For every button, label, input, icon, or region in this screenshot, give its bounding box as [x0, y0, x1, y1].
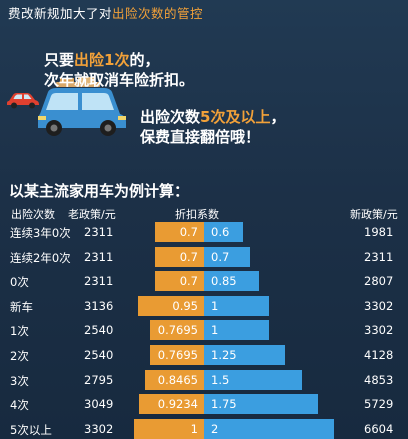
new-factor-label: 0.7: [211, 249, 230, 264]
msg2-highlight: 5次及以上: [200, 108, 271, 126]
old-factor-label: 1: [190, 421, 198, 436]
example-subheading: 以某主流家用车为例计算：: [9, 182, 190, 200]
row-old-premium: 2311: [84, 249, 114, 264]
title-plain: 费改新规加大了对: [8, 6, 113, 21]
old-factor-label: 0.7695: [157, 323, 198, 338]
row-old-premium: 2311: [84, 274, 114, 289]
old-factor-label: 0.95: [172, 298, 198, 313]
row-new-premium: 1981: [364, 225, 394, 239]
old-factor-bar: [155, 222, 204, 242]
row-claim-count: 新车: [10, 299, 33, 314]
row-claim-count: 2次: [10, 349, 29, 363]
new-factor-bar: [204, 222, 243, 242]
new-factor-label: 0.6: [211, 225, 230, 239]
old-factor-bar: [155, 271, 204, 292]
small-red-car-icon: [7, 93, 39, 109]
new-factor-bar: [204, 394, 318, 415]
row-old-premium: 2540: [84, 323, 114, 338]
new-factor-label: 1.75: [211, 397, 237, 412]
new-factor-label: 1: [211, 323, 219, 338]
row-claim-count: 3次: [10, 373, 29, 388]
row-new-premium: 3302: [364, 298, 394, 313]
old-factor-label: 0.7: [179, 249, 198, 264]
msg1-pre: 只要: [44, 51, 75, 69]
row-new-premium: 2807: [364, 274, 394, 289]
column-header-old: 老政策/元: [68, 208, 116, 221]
old-factor-bar: [139, 394, 204, 415]
row-new-premium: 4853: [364, 372, 394, 387]
column-header-new: 新政策/元: [350, 208, 398, 221]
row-old-premium: 3136: [84, 298, 114, 313]
old-factor-label: 0.7: [179, 225, 198, 239]
old-factor-bar: [144, 369, 204, 390]
row-claim-count: 0次: [10, 275, 29, 290]
blue-car-icon: [38, 77, 126, 136]
new-factor-bar: [204, 271, 260, 292]
row-claim-count: 4次: [10, 398, 29, 413]
row-new-premium: 3302: [364, 323, 394, 338]
row-old-premium: 2540: [84, 348, 114, 362]
new-factor-bar: [204, 246, 250, 267]
new-factor-bar: [204, 369, 302, 390]
row-new-premium: 5729: [364, 397, 394, 412]
msg1-line2: 次年就取消车险折扣。: [44, 71, 195, 89]
old-factor-bar: [155, 246, 204, 267]
title-highlight: 出险次数的管控: [112, 6, 204, 21]
row-claim-count: 连续3年0次: [10, 226, 71, 240]
msg2-line2: 保费直接翻倍哦！: [140, 128, 261, 146]
message-first-claim: 只要出险1次的， 次年就取消车险折扣。: [44, 50, 194, 90]
column-header-factor: 折扣系数: [175, 208, 219, 221]
new-factor-bar: [204, 345, 286, 365]
old-factor-bar: [150, 320, 204, 341]
new-factor-bar: [204, 320, 269, 341]
msg1-highlight: 出险1次: [74, 51, 130, 69]
row-new-premium: 4128: [364, 348, 394, 362]
old-factor-label: 0.8465: [157, 372, 198, 387]
old-factor-label: 0.7: [179, 274, 198, 289]
row-old-premium: 2795: [84, 372, 114, 387]
old-factor-bar: [137, 295, 204, 316]
old-factor-bar: [134, 418, 204, 439]
column-header-count: 出险次数: [11, 208, 55, 221]
row-old-premium: 3049: [84, 397, 114, 412]
row-claim-count: 连续2年0次: [10, 250, 71, 265]
page-title: 费改新规加大了对出险次数的管控: [8, 3, 203, 22]
row-old-premium: 2311: [84, 225, 114, 239]
message-five-claims: 出险次数5次及以上， 保费直接翻倍哦！: [140, 107, 285, 147]
old-factor-label: 0.7695: [157, 348, 198, 362]
new-factor-label: 1.25: [211, 348, 237, 362]
old-factor-bar: [150, 345, 204, 365]
row-claim-count: 5次以上: [10, 422, 52, 437]
msg1-post: 的，: [129, 51, 160, 69]
msg2-pre: 出险次数: [140, 108, 201, 126]
new-factor-label: 0.85: [211, 274, 237, 289]
msg2-post: ，: [270, 108, 286, 126]
row-old-premium: 3302: [84, 421, 114, 436]
row-new-premium: 6604: [364, 421, 394, 436]
new-factor-label: 1: [211, 298, 219, 313]
new-factor-bar: [204, 418, 334, 439]
old-factor-label: 0.9234: [157, 397, 198, 412]
new-factor-label: 2: [211, 421, 219, 436]
new-factor-label: 1.5: [211, 372, 230, 387]
row-new-premium: 2311: [364, 249, 394, 264]
new-factor-bar: [204, 295, 269, 316]
row-claim-count: 1次: [10, 324, 29, 339]
